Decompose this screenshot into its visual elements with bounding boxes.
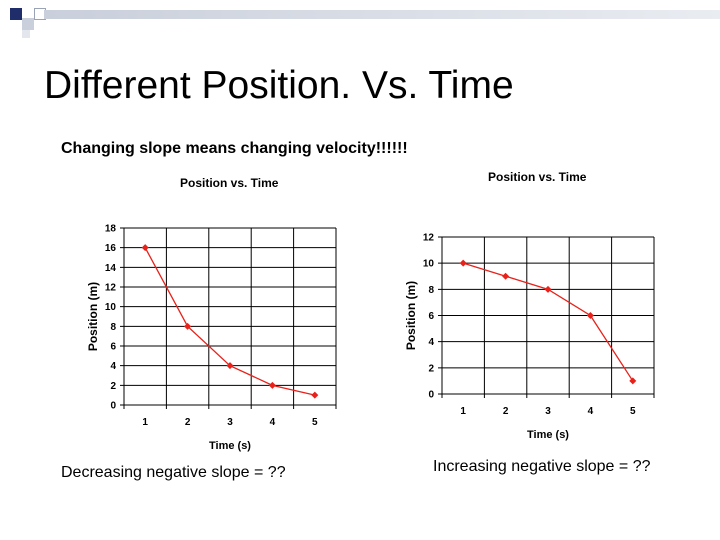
y-tick-label: 12	[105, 283, 117, 294]
data-point	[544, 285, 552, 293]
x-tick-label: 1	[142, 417, 148, 428]
y-tick-label: 16	[105, 243, 117, 254]
data-point	[586, 312, 594, 319]
x-tick-label: 1	[460, 406, 466, 417]
y-tick-label: 14	[105, 263, 117, 274]
x-tick-label: 5	[312, 417, 318, 428]
y-tick-label: 0	[110, 401, 116, 412]
chart-title: Position vs. Time	[180, 176, 279, 190]
y-tick-label: 6	[110, 342, 116, 353]
slide-subtitle: Changing slope means changing velocity!!…	[61, 140, 408, 157]
y-axis-label: Position (m)	[86, 282, 100, 351]
x-tick-label: 4	[588, 406, 594, 417]
x-tick-label: 5	[630, 406, 636, 417]
x-tick-label: 3	[227, 417, 233, 428]
data-point	[629, 377, 637, 385]
y-tick-label: 12	[423, 233, 435, 244]
x-tick-label: 3	[545, 406, 551, 417]
data-point	[141, 244, 149, 252]
caption-left: Decreasing negative slope = ??	[61, 464, 286, 481]
data-point	[268, 381, 276, 389]
slide-title: Different Position. Vs. Time	[44, 64, 514, 107]
y-tick-label: 2	[428, 363, 434, 374]
y-tick-label: 6	[428, 311, 434, 322]
y-tick-label: 8	[428, 285, 434, 296]
y-tick-label: 4	[110, 361, 116, 372]
y-tick-label: 0	[428, 390, 434, 401]
header-bar	[44, 10, 720, 19]
series-line	[463, 262, 634, 382]
data-point	[502, 272, 510, 280]
x-axis-label: Time (s)	[209, 440, 251, 452]
y-tick-label: 10	[423, 259, 435, 270]
x-axis-label: Time (s)	[527, 429, 569, 441]
x-tick-label: 2	[185, 417, 191, 428]
accent-square-small	[22, 30, 30, 38]
accent-square-dark	[10, 8, 22, 20]
y-tick-label: 2	[110, 381, 116, 392]
y-tick-label: 18	[105, 224, 117, 235]
data-point	[226, 362, 234, 370]
y-tick-label: 10	[105, 302, 117, 313]
y-axis-label: Position (m)	[404, 281, 418, 350]
data-point	[311, 391, 319, 399]
series-line	[144, 247, 315, 396]
data-point	[459, 259, 467, 267]
y-tick-label: 4	[428, 337, 434, 348]
chart-title: Position vs. Time	[488, 170, 587, 184]
caption-right: Increasing negative slope = ??	[433, 458, 651, 475]
x-tick-label: 4	[270, 417, 276, 428]
y-tick-label: 8	[110, 322, 116, 333]
x-tick-label: 2	[503, 406, 509, 417]
accent-square-light	[22, 18, 34, 30]
data-point	[184, 322, 192, 330]
